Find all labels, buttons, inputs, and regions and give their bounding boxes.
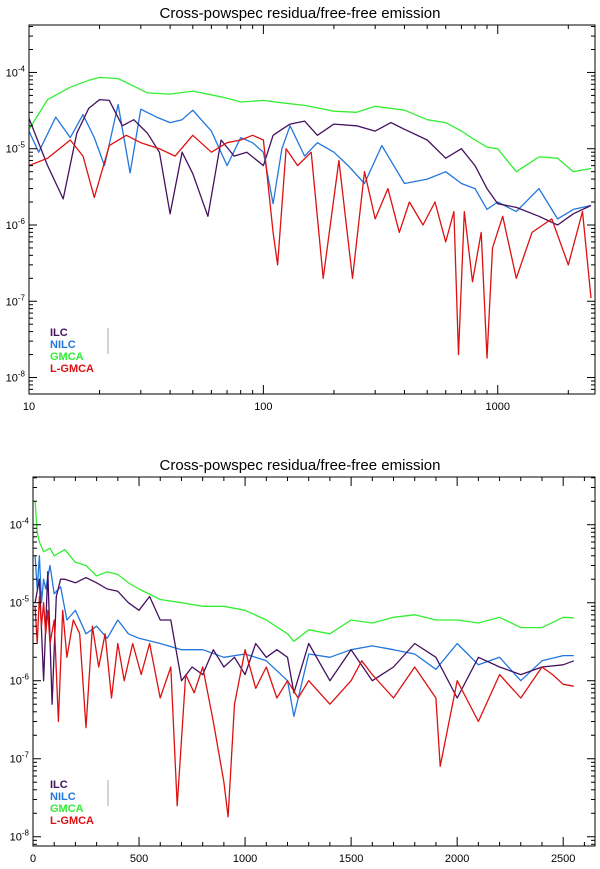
bottom-x-tick-label: 2500 [551,853,575,865]
bottom-x-tick-label: 0 [30,853,36,865]
bottom-x-tick-label: 2000 [445,853,469,865]
bottom-series-nilc [34,555,574,717]
top-series-nilc [28,103,592,220]
top-legend-nilc: NILC [50,339,76,351]
top-y-tick-label: 10-8 [6,370,26,385]
bottom-y-tick-label: 10-7 [10,751,30,766]
top-series-gmca [28,76,592,173]
top-legend-l-gmca: L-GMCA [50,363,94,375]
top-y-tick-label: 10-7 [6,293,26,308]
bottom-legend-l-gmca: L-GMCA [50,815,94,827]
bottom-x-tick-label: 500 [130,853,148,865]
top-series-ilc [28,98,592,226]
bottom-legend-ilc: ILC [50,779,68,791]
top-chart-title: Cross-powspec residua/free-free emission [160,5,441,22]
bottom-x-tick-label: 1000 [233,853,257,865]
top-y-tick-label: 10-4 [6,64,26,79]
bottom-chart-frame [32,476,596,847]
top-chart: Cross-powspec residua/free-free emission… [6,5,596,413]
top-chart-frame [28,24,596,395]
bottom-legend-gmca: GMCA [50,803,84,815]
bottom-x-tick-label: 1500 [339,853,363,865]
bottom-series-ilc [34,571,575,705]
bottom-chart-title: Cross-powspec residua/free-free emission [160,457,441,474]
top-legend-gmca: GMCA [50,351,84,363]
bottom-y-tick-label: 10-8 [10,829,30,844]
bottom-y-tick-label: 10-4 [10,517,30,532]
bottom-legend-nilc: NILC [50,791,76,803]
top-x-tick-label: 1000 [486,401,510,413]
top-x-tick-label: 100 [254,401,272,413]
bottom-y-tick-label: 10-6 [10,673,30,688]
top-series-l-gmca [28,134,592,359]
bottom-y-tick-label: 10-5 [10,595,30,610]
top-x-tick-label: 10 [23,401,35,413]
bottom-series-l-gmca [34,595,574,818]
top-y-tick-label: 10-6 [6,217,26,232]
bottom-chart: Cross-powspec residua/free-free emission… [10,457,596,865]
bottom-series-gmca [34,501,574,642]
top-y-tick-label: 10-5 [6,141,26,156]
top-legend-ilc: ILC [50,327,68,339]
